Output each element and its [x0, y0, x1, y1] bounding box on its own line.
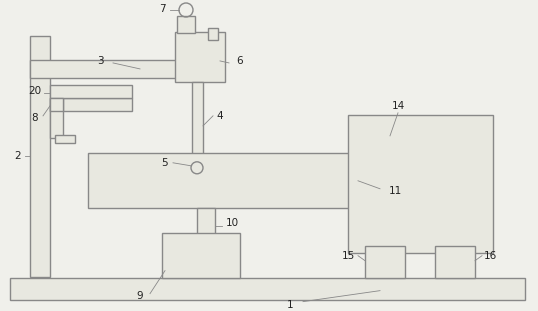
Bar	[50, 98, 63, 111]
Text: 14: 14	[391, 101, 405, 111]
Bar	[50, 85, 132, 98]
Bar	[177, 16, 195, 33]
Bar	[348, 115, 493, 253]
Text: 3: 3	[97, 56, 103, 66]
Bar	[365, 246, 405, 278]
Bar	[10, 278, 525, 299]
Bar	[55, 135, 75, 143]
Text: 9: 9	[137, 291, 143, 301]
Bar	[30, 36, 50, 277]
Bar	[30, 60, 222, 78]
Text: 7: 7	[159, 4, 165, 14]
Text: 1: 1	[287, 299, 293, 310]
Text: 10: 10	[225, 218, 238, 228]
Text: 16: 16	[483, 251, 497, 261]
Bar	[435, 246, 475, 278]
Text: 6: 6	[237, 56, 243, 66]
Text: 15: 15	[342, 251, 355, 261]
Bar	[175, 32, 225, 82]
Bar	[50, 98, 63, 138]
Text: 8: 8	[32, 113, 38, 123]
Bar	[162, 233, 240, 278]
Text: 11: 11	[388, 186, 402, 196]
Text: 2: 2	[15, 151, 22, 161]
Bar	[208, 28, 218, 40]
Text: 20: 20	[29, 86, 41, 96]
Text: 4: 4	[217, 111, 223, 121]
Bar	[50, 98, 132, 111]
Bar	[88, 153, 358, 208]
Text: 5: 5	[162, 158, 168, 168]
Bar	[192, 82, 203, 164]
Bar	[197, 208, 215, 250]
